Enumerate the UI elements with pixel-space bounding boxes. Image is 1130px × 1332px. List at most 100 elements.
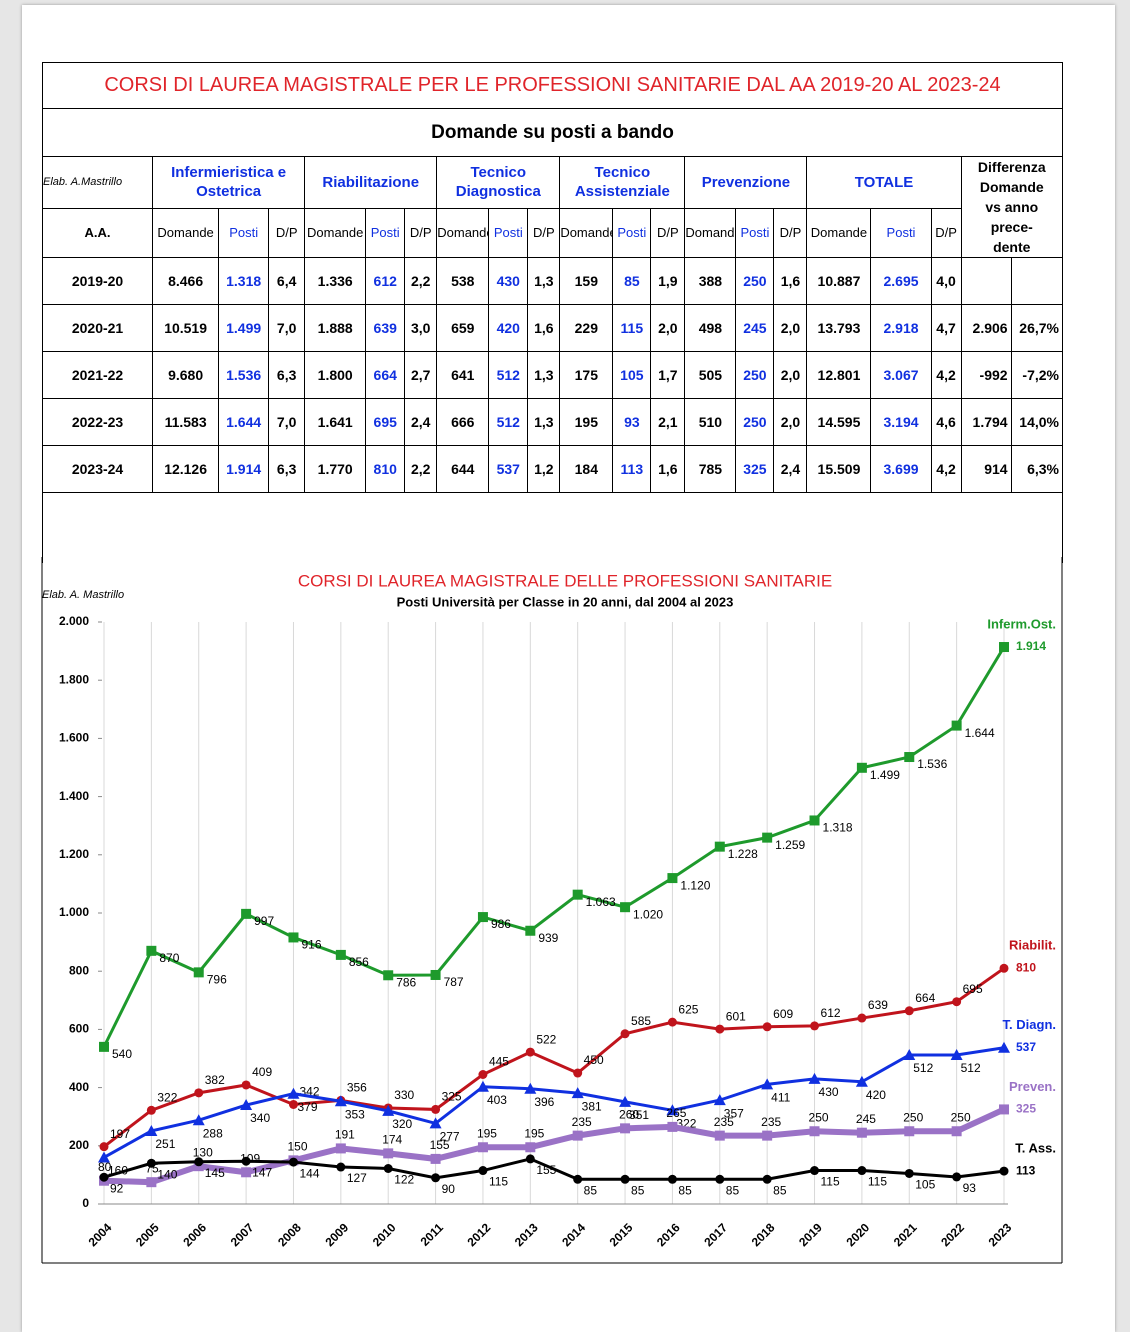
- table-cell: 15.509: [806, 445, 872, 493]
- table-cell: 512: [488, 351, 529, 399]
- data-label: 195: [477, 1126, 497, 1140]
- table-cell: 1.914: [218, 445, 270, 493]
- table-row: A.A. Domande Posti D/P Domande Posti D/P Domand…: [41, 207, 1063, 259]
- marker: [476, 1080, 489, 1092]
- marker: [288, 1157, 298, 1167]
- data-label: 537: [1016, 1040, 1036, 1054]
- table-cell: TOTALE: [806, 156, 962, 209]
- marker: [145, 1124, 158, 1136]
- table-cell: 505: [684, 351, 737, 399]
- table-cell: Tecnico Assistenziale: [559, 156, 686, 209]
- data-label: 396: [534, 1095, 554, 1109]
- table-cell: 1,6: [527, 304, 561, 352]
- table-cell: 6,3: [268, 445, 306, 493]
- marker: [146, 1177, 157, 1188]
- data-label: 403: [487, 1093, 507, 1107]
- marker: [762, 1130, 773, 1141]
- legend-label: Preven.: [1009, 1079, 1056, 1094]
- marker: [146, 1158, 156, 1168]
- data-label: 144: [299, 1166, 319, 1180]
- table-cell: 2,2: [404, 445, 438, 493]
- marker: [146, 945, 157, 956]
- table-cell: 3.699: [870, 445, 932, 493]
- data-label: 787: [444, 975, 464, 989]
- marker: [287, 1087, 300, 1099]
- x-tick-label: 2016: [654, 1220, 683, 1249]
- marker: [857, 1166, 867, 1176]
- marker: [810, 1166, 820, 1176]
- table-cell: 113: [612, 445, 652, 493]
- y-tick-label: 400: [69, 1080, 89, 1094]
- table-cell: 2.906: [960, 304, 1012, 352]
- marker: [762, 1174, 772, 1184]
- marker: [478, 1166, 488, 1176]
- table-cell: 11.583: [152, 398, 220, 446]
- marker: [288, 1099, 298, 1109]
- table-cell: Posti: [218, 207, 270, 259]
- x-tick-label: 2018: [749, 1220, 778, 1249]
- data-label: 1.120: [680, 878, 710, 892]
- marker: [241, 1080, 251, 1090]
- table-cell: Posti: [365, 207, 406, 259]
- data-label: 786: [396, 975, 416, 989]
- legend-label: Riabilit.: [1009, 938, 1056, 953]
- x-tick-label: 2013: [512, 1220, 541, 1249]
- table-cell: D/P: [404, 207, 438, 259]
- table-cell: Tecnico Diagnostica: [436, 156, 561, 209]
- table-row: Elab. A.Mastrillo Infermieristica e Ostet…: [41, 156, 1064, 258]
- data-label: 85: [584, 1183, 598, 1197]
- table-cell: 2.695: [870, 257, 932, 305]
- data-label: 145: [205, 1166, 225, 1180]
- data-label: 122: [394, 1173, 414, 1187]
- marker: [478, 1070, 488, 1080]
- data-label: 445: [489, 1055, 509, 1069]
- table-cell: 6,4: [268, 257, 306, 305]
- table-cell: Domande: [806, 207, 872, 259]
- data-label: 260: [619, 1108, 639, 1122]
- marker: [99, 1172, 109, 1182]
- table-cell: 498: [684, 304, 737, 352]
- marker: [762, 1022, 772, 1032]
- marker: [192, 1114, 205, 1126]
- marker: [809, 815, 820, 826]
- table-cell: 85: [612, 257, 652, 305]
- table-cell: 3,0: [404, 304, 438, 352]
- x-tick-label: 2017: [701, 1220, 730, 1249]
- marker: [951, 720, 962, 731]
- marker: [667, 1017, 677, 1027]
- data-label: 320: [392, 1117, 412, 1131]
- marker: [952, 997, 962, 1007]
- y-tick-label: 1.800: [59, 672, 89, 686]
- data-label: 113: [1016, 1163, 1036, 1177]
- x-tick-label: 2015: [607, 1220, 636, 1249]
- header-line: vs anno: [985, 199, 1039, 215]
- data-label: 340: [250, 1111, 270, 1125]
- data-label: 796: [207, 973, 227, 987]
- x-tick-label: 2020: [843, 1220, 872, 1249]
- data-label: 235: [572, 1115, 592, 1129]
- marker: [334, 1095, 347, 1107]
- data-label: 601: [726, 1009, 746, 1023]
- data-label: 639: [868, 998, 888, 1012]
- credit: Elab. A. Mastrillo: [42, 589, 124, 601]
- marker: [714, 1130, 725, 1141]
- table-cell: 639: [365, 304, 406, 352]
- table-cell: -992: [960, 351, 1012, 399]
- marker: [998, 1041, 1010, 1053]
- chart-title: CORSI DI LAUREA MAGISTRALE DELLE PROFESS…: [298, 571, 832, 590]
- marker: [714, 841, 725, 852]
- table-cell: 1,6: [650, 445, 686, 493]
- data-label: 522: [536, 1032, 556, 1046]
- marker: [810, 1021, 820, 1031]
- table-cell: 159: [559, 257, 614, 305]
- table-cell: 785: [684, 445, 737, 493]
- data-label: 235: [761, 1115, 781, 1129]
- table-cell: Domande: [304, 207, 367, 259]
- marker: [572, 1130, 583, 1141]
- marker: [335, 949, 346, 960]
- data-label: 127: [347, 1171, 367, 1185]
- y-tick-label: 200: [69, 1138, 89, 1152]
- data-label: 430: [819, 1085, 839, 1099]
- data-label: 695: [963, 982, 983, 996]
- marker: [99, 1142, 109, 1152]
